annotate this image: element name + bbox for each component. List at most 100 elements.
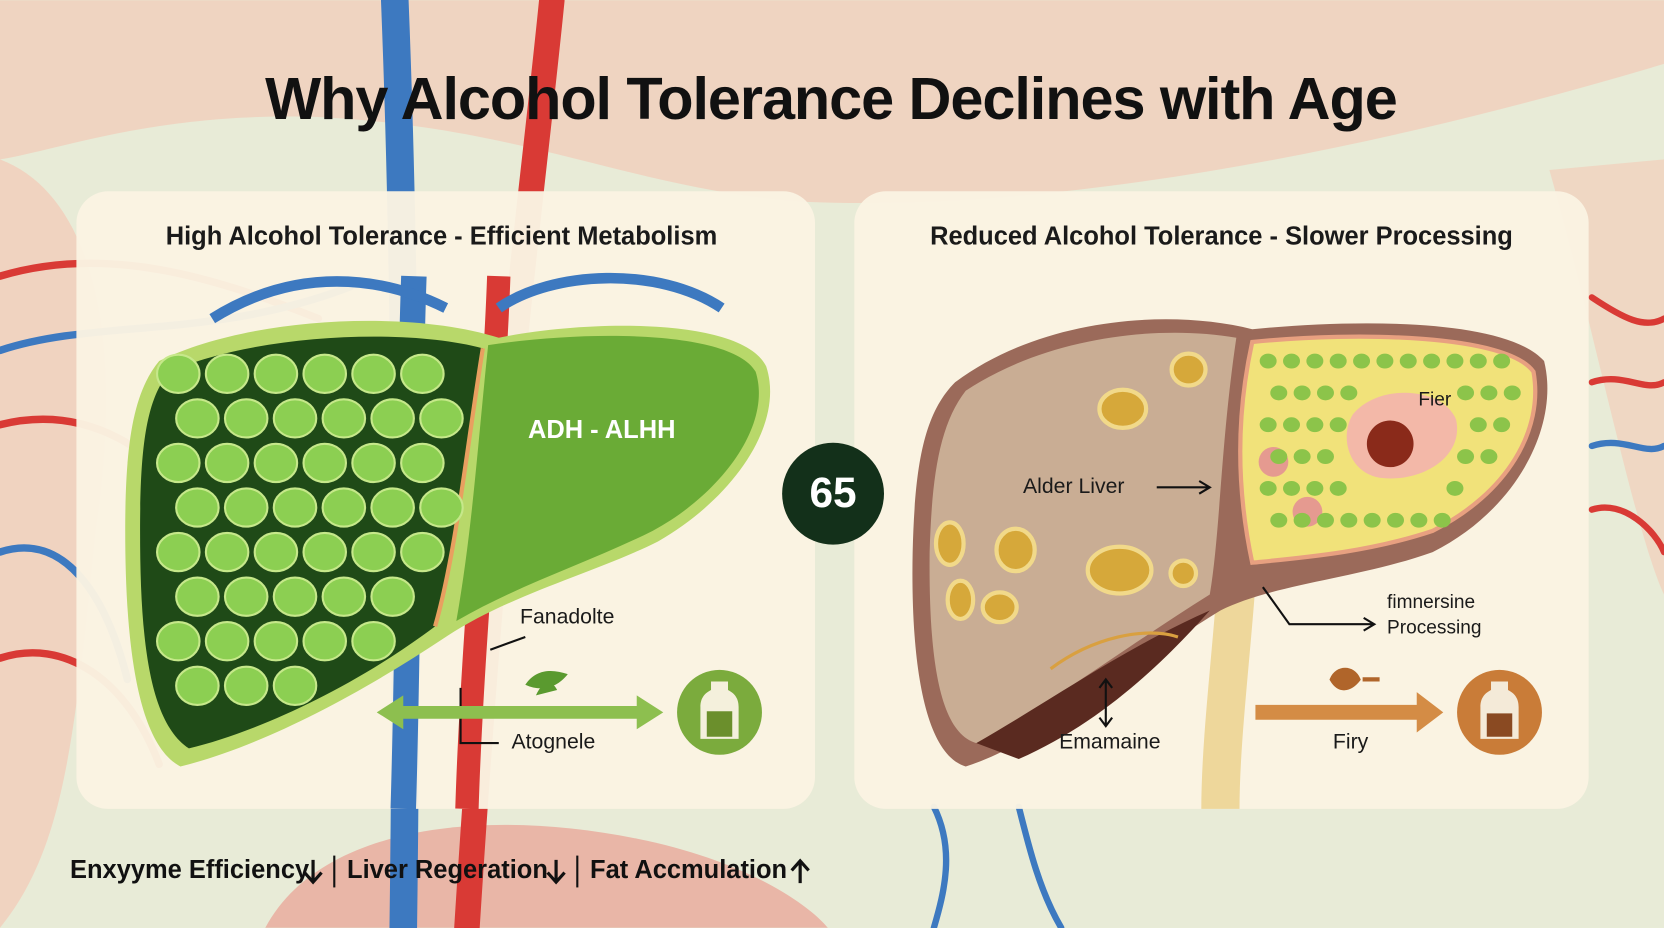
lesion-core <box>1366 420 1414 468</box>
hepatocyte <box>175 576 220 617</box>
fat-deposit <box>994 526 1037 574</box>
hepatocyte <box>302 621 348 662</box>
liver-shadow <box>976 610 1210 760</box>
hepatocyte <box>175 398 220 439</box>
bottle-liquid <box>706 711 733 737</box>
hepatocyte <box>400 442 445 484</box>
liver-lobe <box>456 335 759 622</box>
hepatocyte <box>175 665 220 706</box>
hepatocyte <box>419 487 464 528</box>
enzyme-label: ADH - ALHH <box>528 416 676 444</box>
fat-cell <box>1363 512 1381 528</box>
hepatocyte <box>223 665 269 706</box>
title: Why Alcohol Tolerance Declines with Age <box>265 65 1397 132</box>
fat-cell <box>1457 449 1475 464</box>
hepatocyte <box>253 353 299 394</box>
fat-cell <box>1316 512 1334 528</box>
fat-cell <box>1387 512 1404 528</box>
fibrosis <box>1049 631 1179 671</box>
vein-branch <box>1588 439 1664 453</box>
age-value: 65 <box>809 469 856 516</box>
hepatocyte <box>223 576 269 617</box>
fat-cell <box>1493 353 1511 369</box>
fat-cell <box>1480 385 1498 401</box>
down-arrow <box>303 859 323 885</box>
hepatocyte <box>321 398 367 439</box>
up-arrow <box>790 858 810 884</box>
label: Emamaine <box>1059 731 1160 754</box>
fat-cell <box>1469 417 1487 433</box>
fat-cell <box>1376 353 1394 369</box>
hepatocyte <box>223 487 269 528</box>
label: Processing <box>1387 618 1481 639</box>
hepatocyte <box>204 442 250 484</box>
fat-cell <box>1306 417 1324 433</box>
hepatocyte <box>253 531 299 573</box>
fat-cell <box>1283 417 1300 433</box>
vein-branch <box>930 803 1065 928</box>
leaf-icon <box>525 670 568 696</box>
fat-cell <box>1410 512 1428 528</box>
hepatocyte <box>400 353 445 394</box>
fat-deposit <box>1085 544 1154 596</box>
fat-cell <box>1316 449 1334 464</box>
hepatocyte <box>351 442 396 484</box>
fat-cell <box>1446 480 1464 496</box>
hepatocyte <box>272 576 318 617</box>
hepatocyte <box>302 442 348 484</box>
body-shape <box>0 0 1664 204</box>
hepatocyte <box>419 398 464 439</box>
pointer <box>1261 586 1377 632</box>
fat-cell <box>1283 353 1300 369</box>
icon <box>1329 667 1380 691</box>
fat-deposit <box>933 520 966 567</box>
fat-deposit <box>980 590 1019 625</box>
pointer <box>1156 480 1212 495</box>
hepatocyte <box>156 442 201 484</box>
label: Firy <box>1333 731 1369 754</box>
artery-branch <box>1588 294 1664 556</box>
fat-cell <box>1293 449 1311 464</box>
fat-cell <box>1329 480 1347 496</box>
fat-cell <box>1469 353 1487 369</box>
fat-cell <box>1503 385 1521 401</box>
fat-cell <box>1283 480 1300 496</box>
hepatocyte <box>156 621 201 662</box>
fat-cell <box>1399 353 1417 369</box>
fat-cell <box>1259 480 1277 496</box>
fat-cell <box>1259 417 1277 433</box>
fat-cell <box>1480 449 1498 464</box>
footer-item: Fat Accmulation <box>590 856 787 884</box>
hepatocyte <box>370 487 415 528</box>
pointer <box>1098 677 1114 728</box>
hepatocyte <box>302 353 348 394</box>
fat-cell <box>1329 417 1347 433</box>
hepatocyte <box>223 398 269 439</box>
hepatocyte <box>272 398 318 439</box>
hepatocyte <box>351 353 396 394</box>
fat-deposit <box>1169 351 1208 388</box>
panel-title: High Alcohol Tolerance - Efficient Metab… <box>166 223 718 251</box>
hepatocyte <box>321 576 367 617</box>
bottle-liquid <box>1486 713 1513 737</box>
hepatocyte <box>204 621 250 662</box>
hepatocyte <box>204 531 250 573</box>
fat-cell <box>1340 385 1358 401</box>
label: Fanadolte <box>520 605 614 628</box>
footer-item: Enxyyme Efficiency <box>70 856 310 884</box>
hepatocyte <box>370 576 415 617</box>
age-badge <box>782 442 884 545</box>
footer-item: Liver Regeration <box>347 856 548 884</box>
fat-cell <box>1433 512 1451 528</box>
fat-cell <box>1329 353 1347 369</box>
arrow <box>1255 692 1444 733</box>
hepatocyte <box>175 487 220 528</box>
hepatocyte <box>253 442 299 484</box>
hepatocyte <box>351 531 396 573</box>
lobe-border <box>433 347 485 627</box>
fat-cell <box>1340 512 1358 528</box>
fat-deposit <box>1097 387 1149 431</box>
hepatocyte <box>302 531 348 573</box>
fat-cell <box>1306 353 1324 369</box>
